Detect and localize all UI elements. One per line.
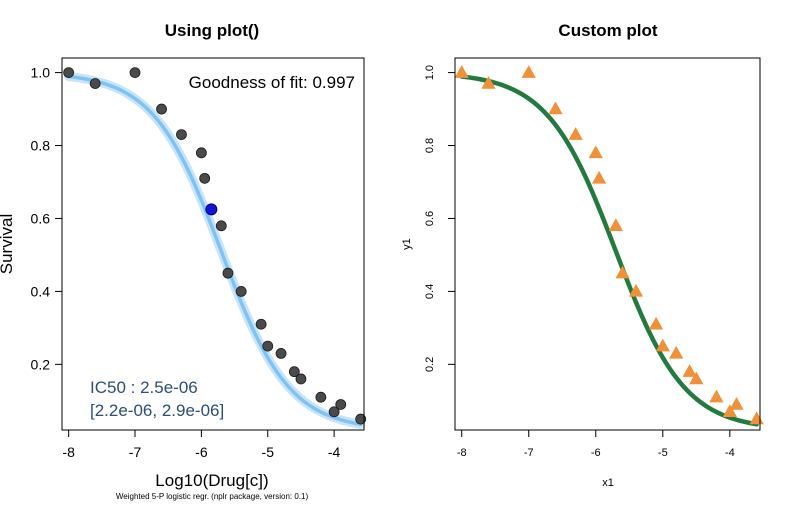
fit-curve bbox=[459, 74, 759, 427]
y-tick-label: 0.2 bbox=[424, 357, 436, 372]
fit-curve bbox=[66, 74, 363, 426]
x-tick-label: -7 bbox=[524, 447, 534, 459]
left-fit-curve bbox=[66, 74, 363, 426]
data-point bbox=[288, 366, 300, 378]
right-x-axis-label: x1 bbox=[602, 477, 614, 489]
y-tick-label: 0.8 bbox=[31, 138, 51, 154]
data-point bbox=[689, 371, 704, 385]
data-point bbox=[156, 103, 167, 115]
left-panel: Using plot() -8 -7 -6 -5 -4 0.20.40.60.81.0 … bbox=[0, 21, 367, 501]
data-point bbox=[355, 413, 367, 425]
data-point bbox=[568, 127, 583, 140]
y-tick-label: 0.6 bbox=[31, 210, 51, 226]
left-y-axis: 0.2 0.4 0.6 0.8 1.0 bbox=[31, 65, 62, 372]
x-tick-label: -4 bbox=[725, 447, 735, 459]
data-point bbox=[222, 267, 234, 279]
y-tick-label: 0.8 bbox=[424, 138, 436, 153]
data-point bbox=[295, 373, 307, 385]
x-tick-label: -4 bbox=[328, 444, 341, 460]
x-tick-label: -6 bbox=[591, 447, 601, 459]
data-point bbox=[521, 65, 536, 78]
data-point bbox=[608, 218, 624, 232]
data-point bbox=[454, 65, 469, 78]
ic50-ci-label: [2.2e-06, 2.9e-06] bbox=[90, 401, 224, 420]
data-point bbox=[195, 147, 207, 159]
data-point bbox=[63, 67, 75, 78]
ic50-label: IC50 : 2.5e-06 bbox=[90, 378, 198, 397]
data-point bbox=[176, 129, 187, 140]
data-point bbox=[682, 364, 697, 377]
left-chart-title: Using plot() bbox=[165, 21, 259, 40]
data-point bbox=[481, 76, 496, 89]
data-point bbox=[235, 286, 247, 297]
right-panel: Custom plot -8 -7 -6 -5 -4 0.2 0.4 0.6 0.8 1.0 x… bbox=[401, 21, 764, 489]
data-point bbox=[669, 345, 684, 359]
data-point bbox=[709, 389, 724, 403]
right-y-axis: 0.2 0.4 0.6 0.8 1.0 bbox=[424, 65, 455, 372]
data-point bbox=[548, 101, 563, 115]
x-tick-label: -6 bbox=[195, 444, 208, 460]
data-point bbox=[129, 67, 141, 78]
left-data-points bbox=[63, 67, 367, 425]
data-point bbox=[335, 399, 347, 410]
x-tick-label: -7 bbox=[129, 444, 142, 460]
left-confidence-band bbox=[64, 72, 366, 429]
data-point bbox=[628, 283, 644, 297]
x-tick-label: -5 bbox=[658, 447, 668, 459]
x-tick-label: -8 bbox=[457, 447, 467, 459]
y-tick-label: 0.4 bbox=[31, 283, 51, 299]
data-point bbox=[591, 170, 607, 184]
right-x-axis: -8 -7 -6 -5 -4 bbox=[457, 430, 735, 459]
data-point bbox=[215, 220, 227, 232]
left-y-axis-label: Survival bbox=[0, 214, 16, 274]
y-tick-label: 0.6 bbox=[424, 211, 436, 226]
data-point bbox=[199, 172, 211, 184]
x-tick-label: -8 bbox=[62, 444, 75, 460]
data-point bbox=[315, 391, 327, 403]
data-point bbox=[749, 411, 764, 425]
right-plot-frame bbox=[454, 57, 761, 431]
data-point bbox=[655, 338, 670, 352]
y-tick-label: 0.4 bbox=[424, 284, 436, 299]
x-tick-label: -5 bbox=[262, 444, 275, 460]
left-x-axis: -8 -7 -6 -5 -4 bbox=[62, 430, 341, 460]
ic50-point bbox=[205, 203, 218, 216]
right-fit-curve bbox=[459, 74, 759, 427]
left-plot-frame bbox=[61, 57, 365, 431]
data-point bbox=[722, 404, 737, 418]
y-tick-label: 1.0 bbox=[424, 65, 436, 80]
y-tick-label: 1.0 bbox=[31, 65, 51, 81]
left-x-axis-label: Log10(Drug[c]) bbox=[155, 471, 268, 490]
footnote: Weighted 5-P logistic regr. (nplr packag… bbox=[116, 492, 309, 501]
confidence-band bbox=[64, 72, 366, 429]
data-point bbox=[255, 318, 267, 330]
data-point bbox=[648, 316, 664, 330]
y-tick-label: 0.2 bbox=[31, 356, 51, 372]
data-point bbox=[89, 78, 101, 89]
data-point bbox=[262, 340, 274, 352]
right-chart-title: Custom plot bbox=[558, 21, 657, 40]
right-y-axis-label: y1 bbox=[401, 238, 413, 250]
data-point bbox=[588, 145, 603, 159]
left-ic50-marker bbox=[205, 203, 218, 216]
data-point bbox=[729, 396, 744, 410]
data-point bbox=[275, 348, 287, 359]
goodness-of-fit-label: Goodness of fit: 0.997 bbox=[189, 73, 355, 92]
data-point bbox=[615, 265, 630, 279]
right-data-points bbox=[454, 65, 764, 425]
data-point bbox=[328, 406, 340, 418]
